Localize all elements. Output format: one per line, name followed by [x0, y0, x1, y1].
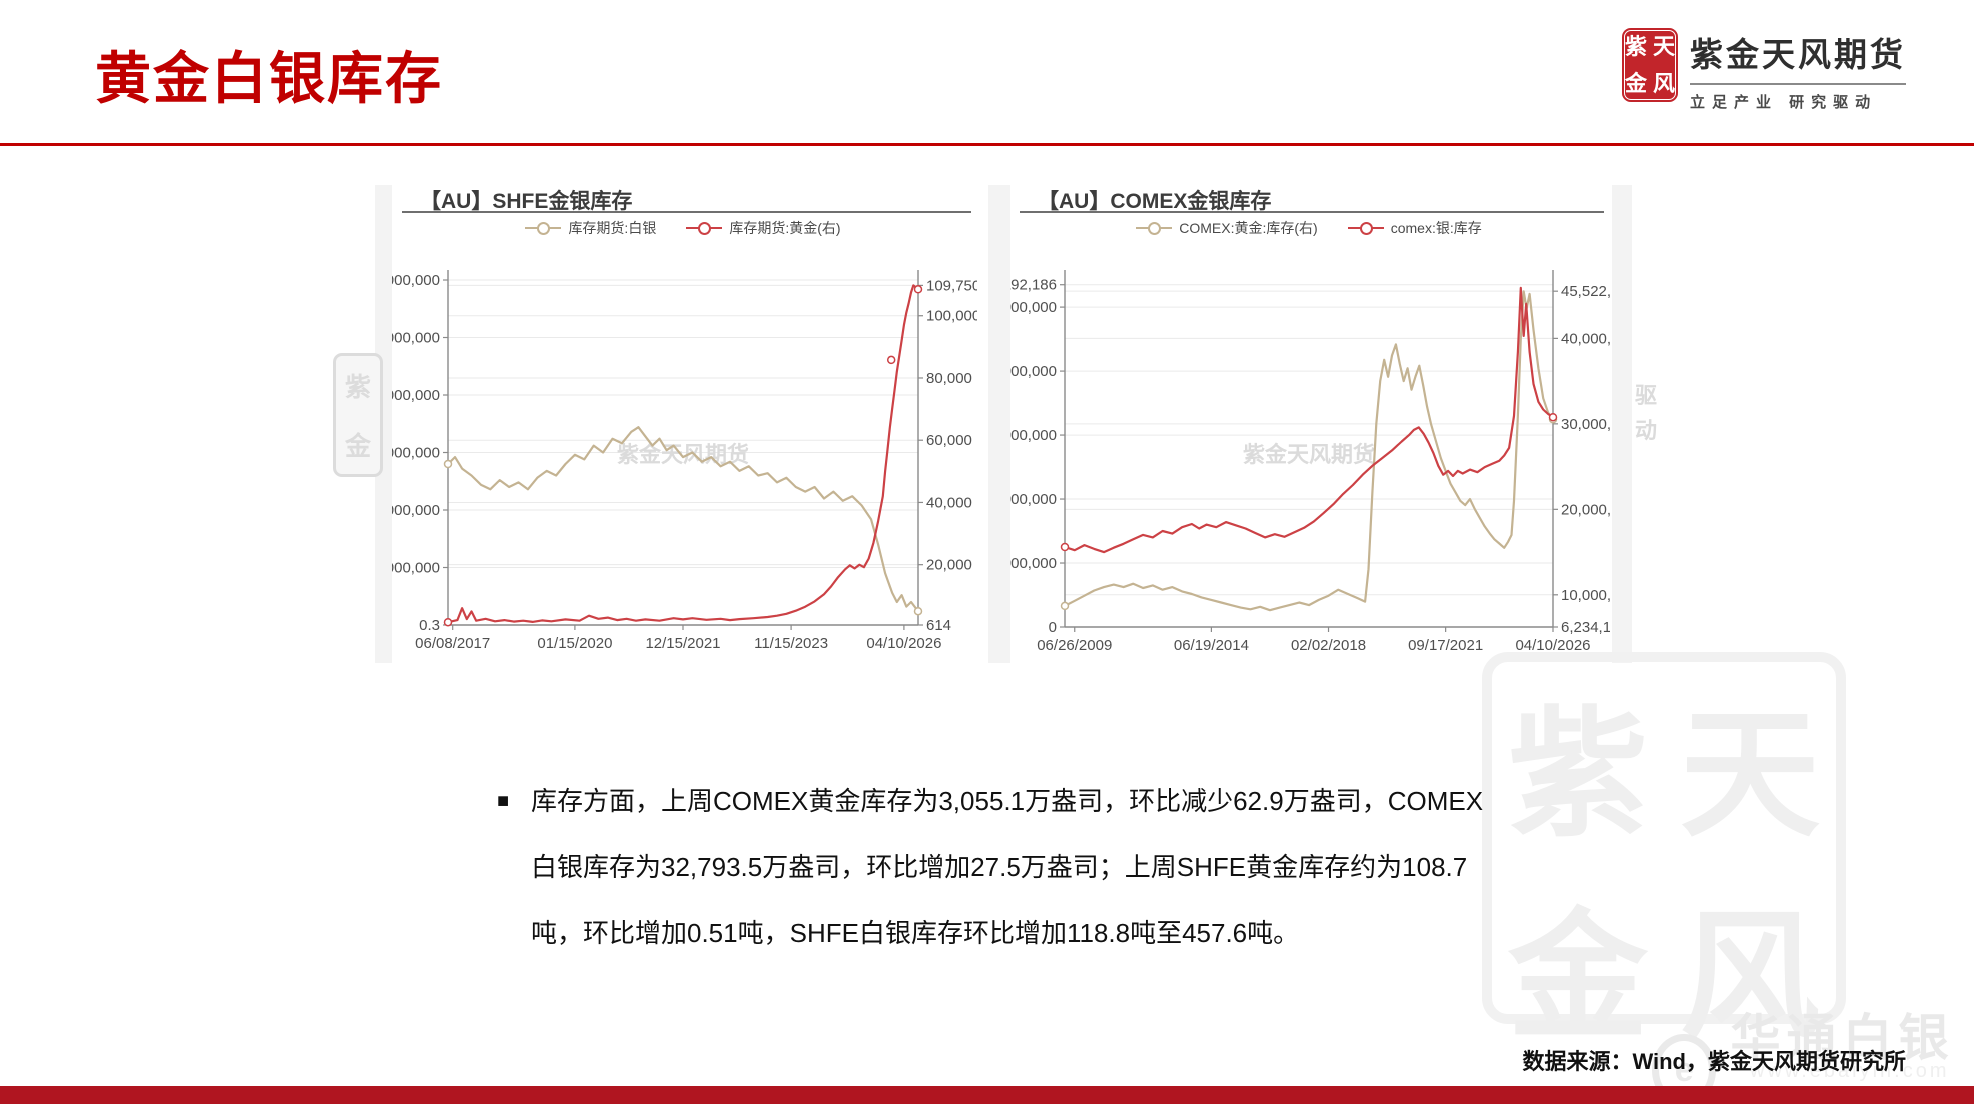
- svg-text:0.3: 0.3: [419, 617, 440, 634]
- bullet-icon: ■: [497, 790, 510, 812]
- svg-text:000,000: 000,000: [392, 387, 440, 404]
- svg-text:45,522,: 45,522,: [1561, 283, 1610, 300]
- svg-text:10,000,: 10,000,: [1561, 587, 1610, 604]
- svg-text:60,000: 60,000: [926, 432, 972, 449]
- seal-char: 紫: [344, 373, 371, 402]
- summary-text: 库存方面，上周COMEX黄金库存为3,055.1万盎司，环比减少62.9万盎司，…: [531, 786, 1484, 948]
- legend-item: 库存期货:黄金(右): [686, 218, 841, 238]
- chart-title-divider: [402, 211, 971, 213]
- watermark-band-left: [375, 185, 393, 663]
- summary-block: ■ 库存方面，上周COMEX黄金库存为3,055.1万盎司，环比减少62.9万盎…: [497, 768, 1502, 966]
- seal-char: 金: [1507, 901, 1648, 1056]
- svg-text:04/10/2026: 04/10/2026: [1515, 637, 1590, 654]
- corner-site-url: www.ebaiyin.com: [1750, 1060, 1950, 1082]
- company-tagline: 立足产业 研究驱动: [1690, 83, 1906, 112]
- svg-text:06/26/2009: 06/26/2009: [1037, 637, 1112, 654]
- svg-text:000,000: 000,000: [392, 445, 440, 462]
- svg-text:192,186: 192,186: [1010, 277, 1057, 294]
- chart-title: 【AU】COMEX金银库存: [1038, 190, 1272, 213]
- legend-item: comex:银:库存: [1347, 218, 1482, 238]
- legend-label: comex:银:库存: [1390, 220, 1482, 236]
- watermark-side-text: 驱动: [1634, 383, 1657, 444]
- svg-text:000,000: 000,000: [1010, 299, 1057, 316]
- svg-text:000,000: 000,000: [1010, 555, 1057, 572]
- seal-watermark-big: 紫 天 金 风: [1482, 652, 1846, 1056]
- chart-canvas: 192,186 000,000 000,000 000,000 000,000 000,0…: [1010, 270, 1610, 654]
- seal-char: 金: [1624, 70, 1647, 96]
- chart-title: 【AU】SHFE金银库存: [420, 190, 633, 213]
- chart-legend: 库存期货:白银 库存期货:黄金(右): [448, 217, 918, 239]
- svg-text:0: 0: [1049, 619, 1057, 636]
- svg-text:12/15/2021: 12/15/2021: [645, 635, 720, 652]
- legend-item: COMEX:黄金:库存(右): [1136, 218, 1318, 238]
- svg-text:01/15/2020: 01/15/2020: [537, 635, 612, 652]
- footer-bar: [0, 1086, 1974, 1104]
- legend-marker-icon: [1347, 222, 1384, 235]
- seal-char: 天: [1679, 699, 1820, 854]
- watermark-band-middle: [988, 185, 1010, 663]
- svg-text:20,000: 20,000: [926, 557, 972, 574]
- svg-text:06/19/2014: 06/19/2014: [1174, 637, 1249, 654]
- svg-text:000,000: 000,000: [1010, 491, 1057, 508]
- svg-text:109,750: 109,750: [926, 277, 977, 294]
- legend-marker-icon: [525, 222, 562, 235]
- chart-canvas: 000,000 000,000 000,000 000,000 000,000 000,0…: [392, 270, 977, 652]
- chart-legend: COMEX:黄金:库存(右) comex:银:库存: [1065, 217, 1553, 239]
- svg-text:100,000: 100,000: [926, 308, 977, 325]
- header-divider: [0, 143, 1974, 146]
- legend-marker-icon: [1136, 222, 1173, 235]
- svg-text:06/08/2017: 06/08/2017: [415, 635, 490, 652]
- legend-marker-icon: [686, 222, 723, 235]
- svg-text:11/15/2023: 11/15/2023: [754, 635, 828, 652]
- legend-label: 库存期货:黄金(右): [729, 220, 841, 236]
- svg-text:09/17/2021: 09/17/2021: [1408, 637, 1483, 654]
- seal-char: 金: [344, 432, 371, 461]
- svg-text:000,000: 000,000: [392, 502, 440, 519]
- svg-text:04/10/2026: 04/10/2026: [866, 635, 941, 652]
- svg-text:6,234,1: 6,234,1: [1561, 619, 1610, 636]
- chart-title-divider: [1020, 211, 1604, 213]
- svg-text:40,000,: 40,000,: [1561, 330, 1610, 347]
- seal-char: 风: [1679, 901, 1820, 1056]
- company-logo: 紫 天 金 风 紫金天风期货 立足产业 研究驱动: [1622, 28, 1906, 112]
- seal-char: 紫: [1624, 33, 1647, 59]
- legend-label: 库存期货:白银: [568, 220, 657, 236]
- legend-label: COMEX:黄金:库存(右): [1179, 220, 1318, 236]
- page-title: 黄金白银库存: [95, 49, 443, 111]
- svg-text:30,000,: 30,000,: [1561, 416, 1610, 433]
- seal-char: 紫: [1507, 699, 1648, 854]
- svg-text:000,000: 000,000: [1010, 427, 1057, 444]
- logo-seal-icon: 紫 天 金 风: [1622, 28, 1678, 102]
- svg-text:000,000: 000,000: [392, 272, 440, 289]
- data-source: 数据来源：Wind，紫金天风期货研究所: [1522, 1049, 1906, 1074]
- svg-text:000,000: 000,000: [392, 560, 440, 577]
- seal-char: 风: [1652, 70, 1675, 96]
- svg-text:000,000: 000,000: [392, 330, 440, 347]
- svg-text:40,000: 40,000: [926, 494, 972, 511]
- svg-text:80,000: 80,000: [926, 370, 972, 387]
- seal-char: 天: [1652, 33, 1675, 59]
- watermark-band-right: [1612, 185, 1632, 663]
- legend-item: 库存期货:白银: [525, 218, 656, 238]
- svg-text:02/02/2018: 02/02/2018: [1291, 637, 1366, 654]
- seal-watermark-left: 紫 金: [333, 353, 383, 477]
- company-name: 紫金天风期货: [1690, 36, 1906, 73]
- svg-text:紫金天风期货: 紫金天风期货: [1243, 442, 1375, 467]
- svg-text:20,000,: 20,000,: [1561, 501, 1610, 518]
- svg-text:614: 614: [926, 617, 951, 634]
- logo-text: 紫金天风期货 立足产业 研究驱动: [1690, 28, 1906, 112]
- chart-card-comex: 【AU】COMEX金银库存 COMEX:黄金:库存(右) comex:银:库存 1…: [1010, 180, 1610, 675]
- svg-text:000,000: 000,000: [1010, 363, 1057, 380]
